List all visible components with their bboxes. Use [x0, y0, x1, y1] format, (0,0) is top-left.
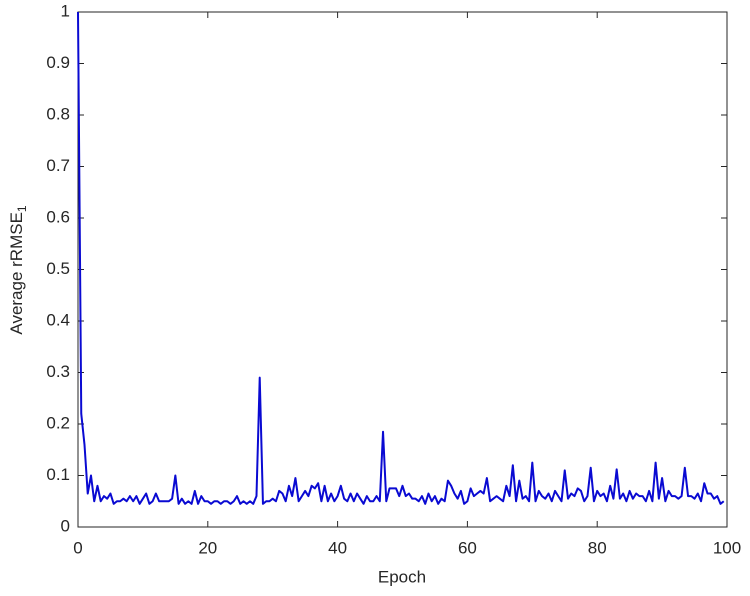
y-tick-label: 0.9: [46, 53, 70, 72]
y-tick-label: 0.4: [46, 310, 70, 329]
y-tick-label: 0.6: [46, 207, 70, 226]
x-tick-label: 100: [713, 538, 741, 557]
y-axis-label-subscript: 1: [15, 205, 29, 212]
x-tick-label: 0: [73, 538, 82, 557]
y-tick-label: 0.3: [46, 362, 70, 381]
x-tick-label: 20: [198, 538, 217, 557]
y-tick-label: 0.7: [46, 156, 70, 175]
y-axis-label: Average rRMSE1: [7, 205, 29, 335]
y-tick-label: 0.1: [46, 465, 70, 484]
plot-area: [77, 11, 728, 528]
y-tick-label: 1: [61, 1, 70, 20]
y-tick-label: 0.5: [46, 259, 70, 278]
x-axis-label: Epoch: [378, 567, 426, 586]
y-tick-label: 0: [61, 516, 70, 535]
y-tick-label: 0.8: [46, 104, 70, 123]
y-axis-label-text: Average rRMSE: [7, 212, 26, 335]
y-tick-label: 0.2: [46, 413, 70, 432]
x-tick-label: 40: [328, 538, 347, 557]
x-tick-label: 60: [458, 538, 477, 557]
x-tick-label: 80: [588, 538, 607, 557]
data-line: [77, 11, 725, 505]
